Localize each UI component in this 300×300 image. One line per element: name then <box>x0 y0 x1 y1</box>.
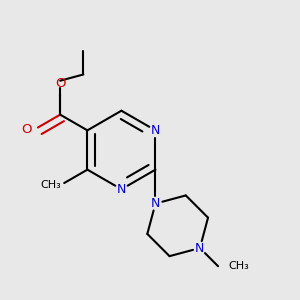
Text: CH₃: CH₃ <box>40 180 61 190</box>
Text: O: O <box>55 77 65 90</box>
Text: N: N <box>195 242 205 254</box>
Text: N: N <box>151 197 160 210</box>
Text: N: N <box>117 183 126 196</box>
Text: O: O <box>21 123 32 136</box>
Text: CH₃: CH₃ <box>228 261 249 271</box>
Text: N: N <box>151 124 160 137</box>
